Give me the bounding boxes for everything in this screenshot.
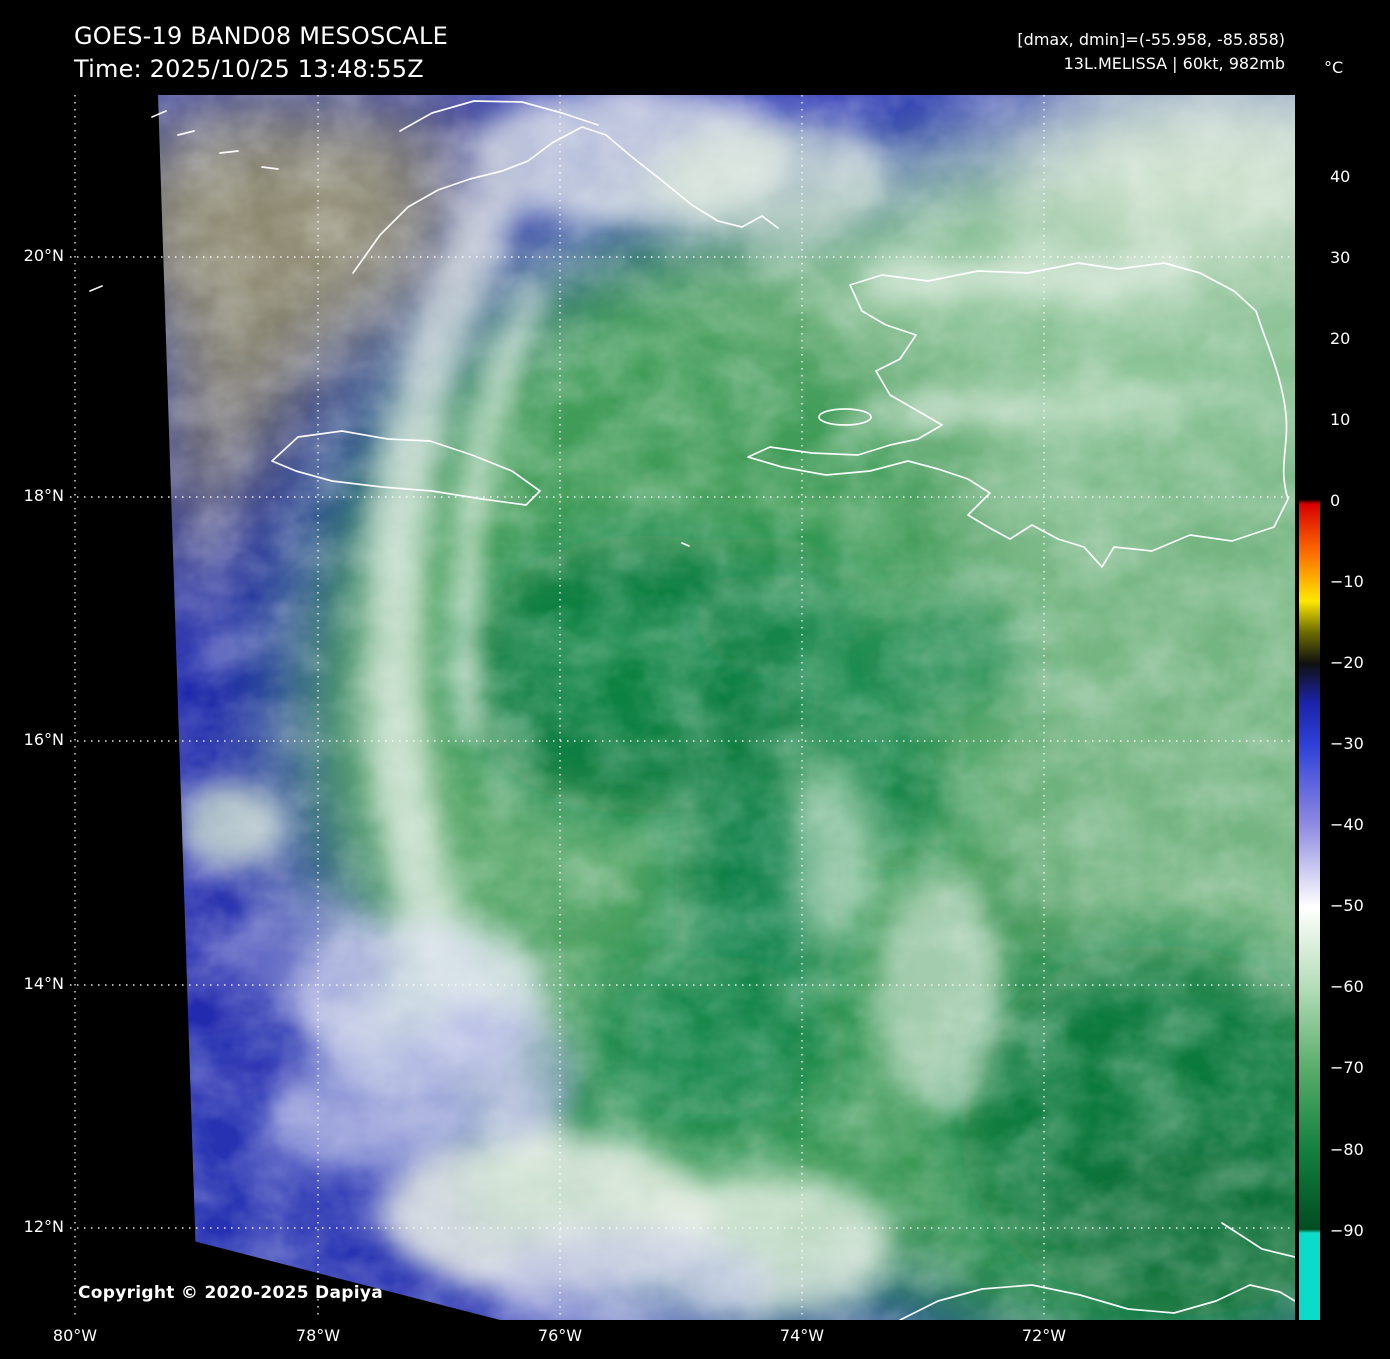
- lon-label-72w: 72°W: [1021, 1326, 1067, 1345]
- colorbar-tick: 10: [1330, 410, 1351, 429]
- colorbar-tick: −50: [1330, 896, 1364, 915]
- lon-label-74w: 74°W: [779, 1326, 825, 1345]
- colorbar-tick: 30: [1330, 248, 1351, 267]
- no-data-mask: [70, 95, 500, 1320]
- graticule: [70, 95, 1295, 1320]
- header: GOES-19 BAND08 MESOSCALE Time: 2025/10/2…: [74, 20, 448, 86]
- storm-info: 13L.MELISSA | 60kt, 982mb: [1063, 54, 1285, 73]
- colorbar-tick: −60: [1330, 977, 1364, 996]
- lat-label-18n: 18°N: [23, 486, 64, 505]
- colorbar-tick: 0: [1330, 491, 1341, 510]
- timestamp: Time: 2025/10/25 13:48:55Z: [74, 55, 424, 83]
- header-info: [dmax, dmin]=(-55.958, -85.858) 13L.MELI…: [1017, 28, 1285, 76]
- copyright-text: Copyright © 2020-2025 Dapiya: [78, 1283, 383, 1303]
- lat-label-16n: 16°N: [23, 730, 64, 749]
- dmax-dmin-readout: [dmax, dmin]=(-55.958, -85.858): [1017, 30, 1285, 49]
- colorbar-tick: −90: [1330, 1221, 1364, 1240]
- coastlines: [89, 100, 1295, 1320]
- colorbar-tick: −70: [1330, 1058, 1364, 1077]
- colorbar-tick: −10: [1330, 572, 1364, 591]
- page-title: GOES-19 BAND08 MESOSCALE: [74, 22, 448, 50]
- lon-label-76w: 76°W: [537, 1326, 583, 1345]
- colorbar-tick: 20: [1330, 329, 1351, 348]
- colorbar-tick: −20: [1330, 653, 1364, 672]
- colorbar-tick: −40: [1330, 815, 1364, 834]
- cloud-texture: [70, 95, 1295, 1320]
- colorbar-tick: −30: [1330, 734, 1364, 753]
- colorbar-unit-label: °C: [1324, 58, 1344, 77]
- satellite-image: [70, 95, 1295, 1320]
- lat-label-20n: 20°N: [23, 246, 64, 265]
- colorbar-tick: 40: [1330, 167, 1351, 186]
- colorbar: [1299, 95, 1320, 1320]
- lon-label-78w: 78°W: [295, 1326, 341, 1345]
- lat-label-12n: 12°N: [23, 1217, 64, 1236]
- lat-label-14n: 14°N: [23, 974, 64, 993]
- lon-label-80w: 80°W: [52, 1326, 98, 1345]
- colorbar-tick: −80: [1330, 1140, 1364, 1159]
